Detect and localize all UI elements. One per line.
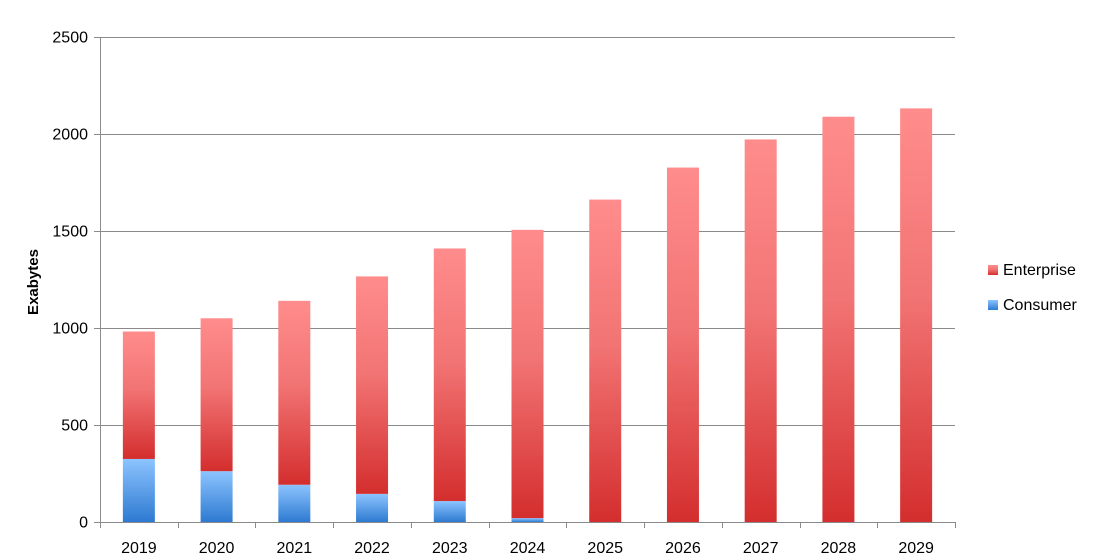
bar-enterprise-2019 [122, 331, 155, 459]
x-tick-label-2023: 2023 [432, 540, 468, 557]
bars [122, 108, 933, 522]
y-tick-label-500: 500 [61, 418, 88, 435]
y-tick-label-0: 0 [79, 515, 88, 532]
axes [94, 37, 956, 528]
y-tick-label-1500: 1500 [52, 224, 88, 241]
x-tick-label-2024: 2024 [510, 540, 546, 557]
legend-swatch-consumer [988, 300, 998, 310]
bar-enterprise-2022 [356, 276, 389, 494]
x-tick-label-2020: 2020 [199, 540, 235, 557]
bar-enterprise-2029 [900, 108, 933, 522]
legend-label-enterprise: Enterprise [1003, 262, 1076, 279]
bar-enterprise-2025 [589, 199, 622, 522]
x-tick-label-2029: 2029 [898, 540, 934, 557]
bar-enterprise-2026 [666, 167, 699, 522]
bar-enterprise-2020 [200, 318, 233, 472]
legend: Enterprise Consumer [988, 262, 1077, 314]
x-tick-label-2022: 2022 [354, 540, 390, 557]
bar-consumer-2024 [511, 518, 544, 522]
bar-consumer-2022 [356, 493, 389, 522]
x-tick-label-2026: 2026 [665, 540, 701, 557]
bar-enterprise-2024 [511, 229, 544, 519]
bar-consumer-2020 [200, 471, 233, 522]
y-tick-label-1000: 1000 [52, 321, 88, 338]
bar-consumer-2023 [433, 501, 466, 522]
y-tick-label-2000: 2000 [52, 127, 88, 144]
y-tick-label-2500: 2500 [52, 30, 88, 47]
x-tick-label-2027: 2027 [743, 540, 779, 557]
bar-enterprise-2028 [822, 116, 855, 522]
bar-enterprise-2021 [278, 300, 311, 485]
x-tick-label-2028: 2028 [821, 540, 857, 557]
bar-enterprise-2027 [744, 139, 777, 522]
x-tick-label-2021: 2021 [277, 540, 313, 557]
legend-swatch-enterprise [988, 265, 998, 275]
y-axis-title: Exabytes [25, 249, 42, 315]
bar-enterprise-2023 [433, 248, 466, 502]
bar-consumer-2019 [122, 458, 155, 522]
tick-labels: 0 500 1000 1500 2000 2500 2019 2020 2021 2022 2023… [52, 30, 934, 558]
x-tick-label-2019: 2019 [121, 540, 157, 557]
bar-consumer-2021 [278, 484, 311, 522]
x-tick-label-2025: 2025 [587, 540, 623, 557]
legend-label-consumer: Consumer [1003, 297, 1077, 314]
